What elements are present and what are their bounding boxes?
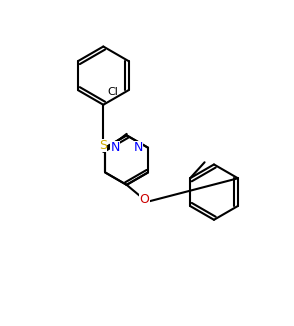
Text: Cl: Cl: [108, 87, 118, 96]
Text: N: N: [133, 141, 143, 154]
Text: N: N: [111, 141, 120, 154]
Text: O: O: [139, 193, 149, 206]
Text: S: S: [99, 139, 107, 152]
